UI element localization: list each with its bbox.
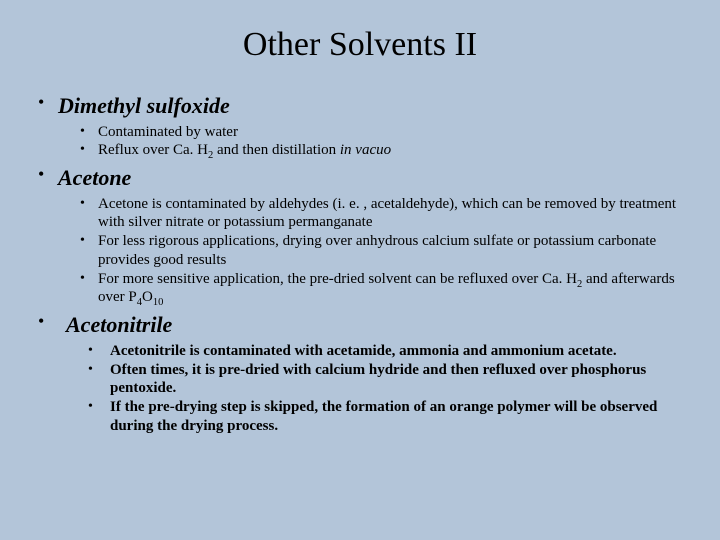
slide-title: Other Solvents II (30, 26, 690, 64)
list-item-text: Acetone is contaminated by aldehydes (i.… (98, 196, 676, 231)
list-item: Often times, it is pre-dried with calciu… (88, 361, 690, 399)
list-item: Reflux over Ca. H2 and then distillation… (80, 141, 690, 160)
list-item: Acetone is contaminated by aldehydes (i.… (80, 195, 690, 233)
main-list: Dimethyl sulfoxide Contaminated by water R… (30, 92, 690, 436)
list-item-text: Acetonitrile is contaminated with acetam… (110, 343, 617, 359)
section-heading: Dimethyl sulfoxide (58, 92, 690, 121)
section-items: Contaminated by water Reflux over Ca. H2 … (58, 123, 690, 161)
section-heading: Acetonitrile (66, 311, 690, 340)
section-0: Dimethyl sulfoxide Contaminated by water R… (30, 92, 690, 160)
list-item: Acetonitrile is contaminated with acetam… (88, 342, 690, 361)
list-item-text: For less rigorous applications, drying o… (98, 233, 656, 268)
section-2: Acetonitrile Acetonitrile is contaminated… (30, 311, 690, 435)
section-items: Acetonitrile is contaminated with acetam… (58, 342, 690, 436)
list-item-text: Reflux over Ca. H2 and then distillation… (98, 142, 391, 158)
list-item-text: Often times, it is pre-dried with calciu… (110, 362, 646, 397)
list-item: For more sensitive application, the pre-… (80, 270, 690, 308)
list-item: Contaminated by water (80, 123, 690, 142)
section-1: Acetone Acetone is contaminated by aldehy… (30, 164, 690, 307)
list-item: For less rigorous applications, drying o… (80, 232, 690, 270)
list-item: If the pre-drying step is skipped, the f… (88, 398, 690, 436)
section-items: Acetone is contaminated by aldehydes (i.… (58, 195, 690, 308)
list-item-text: Contaminated by water (98, 124, 238, 140)
list-item-text: For more sensitive application, the pre-… (98, 271, 675, 306)
section-heading: Acetone (58, 164, 690, 193)
list-item-text: If the pre-drying step is skipped, the f… (110, 399, 657, 434)
